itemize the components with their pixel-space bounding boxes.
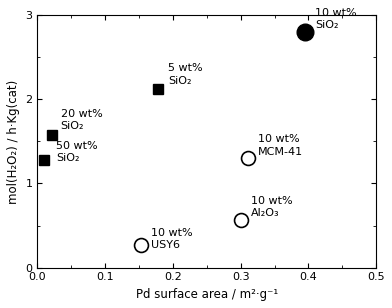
Text: 5 wt%
SiO₂: 5 wt% SiO₂ (168, 63, 203, 86)
Text: 10 wt%
MCM-41: 10 wt% MCM-41 (258, 134, 303, 156)
Text: 50 wt%
SiO₂: 50 wt% SiO₂ (56, 141, 98, 163)
Y-axis label: mol(H₂O₂) / h·Kg(cat): mol(H₂O₂) / h·Kg(cat) (7, 79, 20, 204)
X-axis label: Pd surface area / m²·g⁻¹: Pd surface area / m²·g⁻¹ (136, 288, 278, 301)
Text: 10 wt%
SiO₂: 10 wt% SiO₂ (315, 8, 357, 30)
Text: 10 wt%
Al₂O₃: 10 wt% Al₂O₃ (251, 196, 292, 218)
Text: 20 wt%
SiO₂: 20 wt% SiO₂ (60, 109, 102, 131)
Text: 10 wt%
USY6: 10 wt% USY6 (151, 228, 193, 250)
